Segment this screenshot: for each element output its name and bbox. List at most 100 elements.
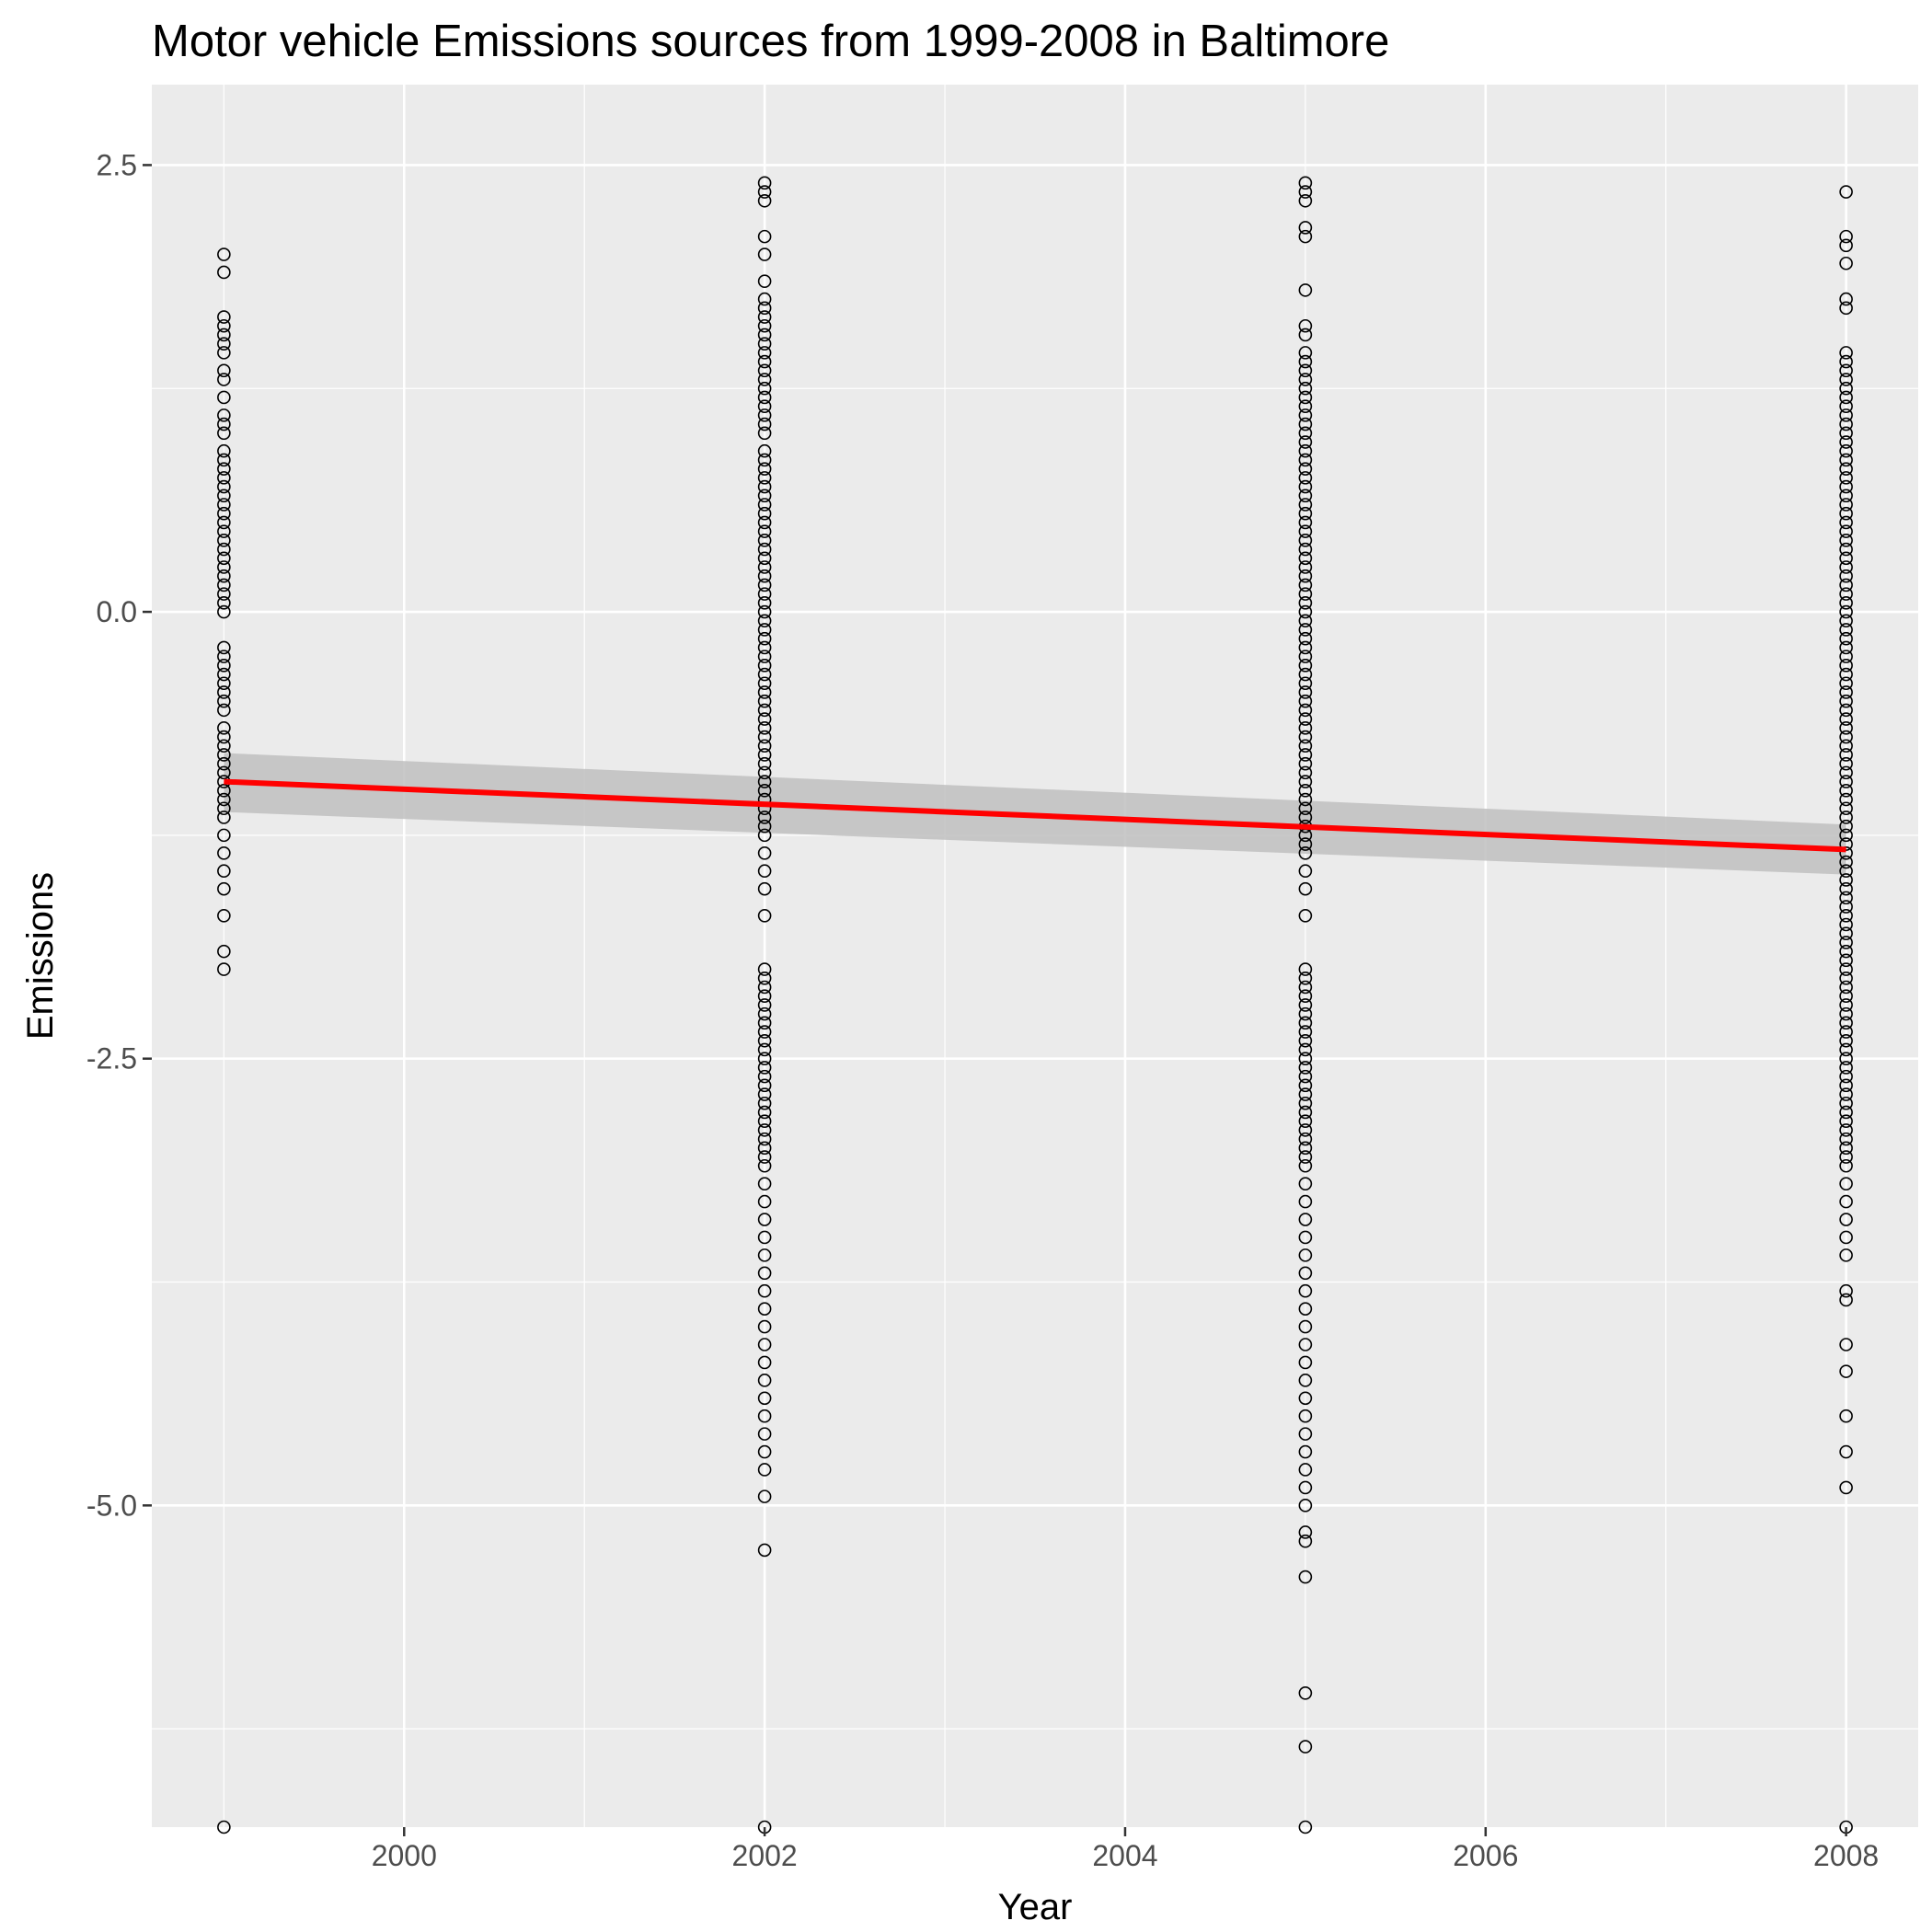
data-point bbox=[757, 1230, 772, 1245]
data-point bbox=[757, 247, 772, 261]
data-point bbox=[1839, 784, 1853, 798]
data-point bbox=[1839, 1042, 1853, 1057]
data-point bbox=[1298, 1016, 1313, 1030]
data-point bbox=[1839, 819, 1853, 834]
data-point bbox=[1298, 1463, 1313, 1477]
data-point bbox=[757, 301, 772, 316]
data-point bbox=[757, 498, 772, 512]
data-point bbox=[1298, 667, 1313, 682]
data-point bbox=[1839, 596, 1853, 610]
data-point bbox=[1839, 962, 1853, 976]
data-point bbox=[757, 989, 772, 1004]
data-point bbox=[1839, 811, 1853, 824]
data-point bbox=[1839, 891, 1853, 905]
data-point bbox=[217, 471, 231, 485]
data-point bbox=[1298, 462, 1313, 476]
data-point bbox=[1839, 1132, 1853, 1146]
data-point bbox=[1298, 623, 1313, 637]
data-point bbox=[217, 846, 231, 860]
data-point bbox=[1298, 1141, 1313, 1156]
data-point bbox=[217, 363, 231, 378]
data-point bbox=[757, 318, 772, 333]
data-point bbox=[217, 417, 231, 431]
data-point bbox=[757, 426, 772, 441]
data-point bbox=[757, 185, 772, 199]
data-point bbox=[217, 560, 231, 574]
data-point bbox=[1298, 730, 1313, 744]
data-point bbox=[757, 373, 772, 386]
data-point bbox=[217, 676, 231, 691]
x-tick-label: 2006 bbox=[1453, 1839, 1518, 1872]
data-point bbox=[1839, 1114, 1853, 1128]
data-point bbox=[1839, 1087, 1853, 1101]
data-point bbox=[217, 667, 231, 682]
data-point bbox=[1839, 712, 1853, 726]
data-point bbox=[757, 703, 772, 718]
data-point bbox=[217, 506, 231, 521]
data-point bbox=[757, 998, 772, 1012]
data-point bbox=[1298, 650, 1313, 663]
data-point bbox=[217, 604, 231, 619]
points-layer bbox=[217, 176, 1853, 1834]
trend-line bbox=[224, 778, 1846, 853]
data-point bbox=[1298, 792, 1313, 807]
data-point bbox=[757, 443, 772, 458]
data-point bbox=[217, 739, 231, 753]
data-point bbox=[757, 1543, 772, 1558]
data-point bbox=[1839, 569, 1853, 583]
data-point bbox=[1298, 354, 1313, 369]
data-point bbox=[1298, 801, 1313, 816]
data-point bbox=[1298, 694, 1313, 708]
data-point bbox=[1839, 426, 1853, 441]
data-point bbox=[1839, 1105, 1853, 1120]
data-point bbox=[1839, 292, 1853, 306]
data-point bbox=[1298, 221, 1313, 235]
data-point bbox=[1298, 765, 1313, 780]
data-point bbox=[1839, 1069, 1853, 1084]
data-point bbox=[757, 399, 772, 413]
data-point bbox=[757, 1489, 772, 1503]
data-point bbox=[1839, 685, 1853, 699]
data-point bbox=[757, 640, 772, 655]
data-point bbox=[1839, 1016, 1853, 1030]
data-point bbox=[1298, 1150, 1313, 1164]
data-point bbox=[757, 534, 772, 547]
data-point bbox=[1298, 417, 1313, 431]
data-point bbox=[757, 614, 772, 628]
grid-minor bbox=[152, 85, 1918, 1827]
data-point bbox=[757, 881, 772, 896]
data-point bbox=[1839, 926, 1853, 941]
data-point bbox=[1839, 614, 1853, 628]
data-point bbox=[757, 471, 772, 485]
data-point bbox=[1298, 569, 1313, 583]
data-point bbox=[1839, 908, 1853, 923]
data-point bbox=[217, 784, 231, 798]
data-point bbox=[757, 784, 772, 798]
data-point bbox=[757, 685, 772, 699]
data-point bbox=[757, 676, 772, 691]
data-point bbox=[1839, 1025, 1853, 1039]
data-point bbox=[1298, 1570, 1313, 1584]
data-point bbox=[217, 498, 231, 512]
data-point bbox=[757, 1096, 772, 1110]
data-point bbox=[757, 1033, 772, 1048]
data-point bbox=[757, 721, 772, 735]
data-point bbox=[217, 828, 231, 843]
data-point bbox=[757, 337, 772, 351]
data-point bbox=[1298, 1096, 1313, 1110]
data-point bbox=[1298, 748, 1313, 762]
data-point bbox=[1839, 721, 1853, 735]
data-point bbox=[757, 908, 772, 923]
data-point bbox=[1298, 1105, 1313, 1120]
data-point bbox=[217, 265, 231, 280]
data-point bbox=[757, 1374, 772, 1387]
data-point bbox=[1839, 506, 1853, 521]
data-point bbox=[757, 828, 772, 843]
data-point bbox=[757, 604, 772, 619]
data-point bbox=[1839, 1061, 1853, 1075]
data-point bbox=[1839, 631, 1853, 646]
data-point bbox=[757, 1391, 772, 1406]
data-point bbox=[757, 1061, 772, 1075]
data-point bbox=[757, 193, 772, 208]
data-point bbox=[757, 578, 772, 592]
